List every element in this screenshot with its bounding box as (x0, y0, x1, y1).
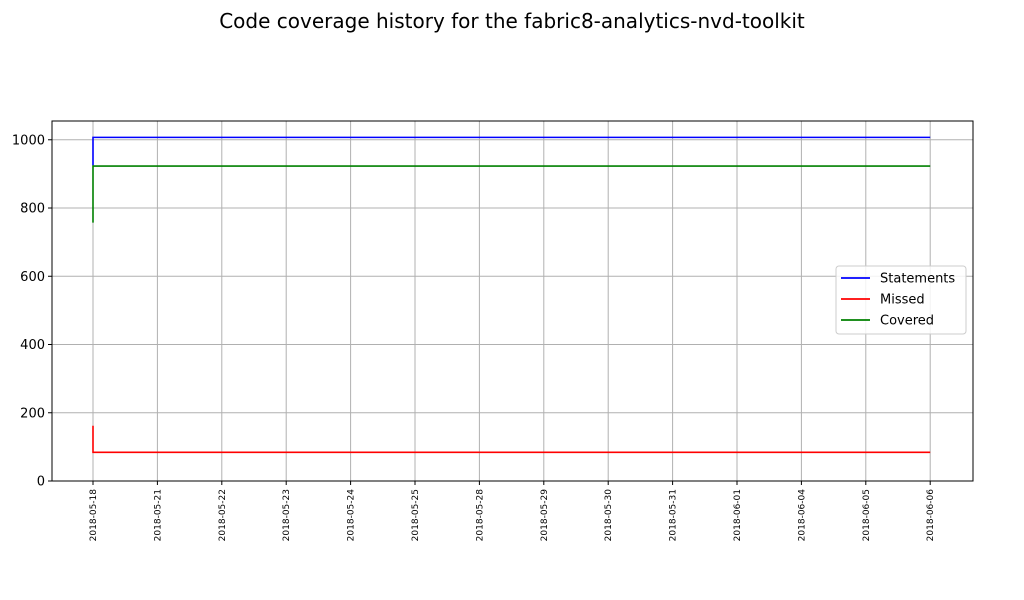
y-tick-label: 800 (20, 202, 45, 217)
y-axis: 0 200 400 600 800 1000 (12, 133, 52, 490)
series-line-missed (92, 425, 931, 454)
y-tick-label: 400 (20, 338, 45, 353)
x-tick-label: 2018-06-04 (797, 489, 807, 542)
x-tick-label: 2018-05-29 (540, 489, 550, 542)
x-tick-label: 2018-05-31 (669, 489, 679, 541)
legend-label-missed: Missed (880, 293, 925, 308)
series-line-covered (92, 165, 931, 223)
legend-label-covered: Covered (880, 314, 934, 329)
x-tick-label: 2018-05-23 (282, 489, 292, 541)
grid-layer (52, 121, 973, 482)
x-axis: 2018-05-18 2018-05-21 2018-05-22 2018-05-23… (89, 481, 936, 541)
series-line-statements (92, 136, 931, 166)
y-tick-label: 200 (20, 406, 45, 421)
x-tick-label: 2018-05-18 (89, 489, 99, 542)
x-tick-label: 2018-05-22 (218, 489, 228, 541)
chart-title: Code coverage history for the fabric8-an… (219, 9, 805, 33)
x-tick-label: 2018-05-28 (475, 489, 485, 542)
x-tick-label: 2018-05-24 (347, 489, 357, 542)
x-tick-label: 2018-06-06 (926, 489, 936, 542)
legend-label-statements: Statements (880, 272, 955, 287)
legend: Statements Missed Covered (835, 265, 967, 335)
legend-box (835, 265, 967, 335)
y-tick-label: 600 (20, 270, 45, 285)
x-tick-label: 2018-06-05 (862, 489, 872, 541)
plot-frame (51, 120, 974, 482)
series-layer (92, 136, 931, 454)
x-tick-label: 2018-05-21 (153, 489, 163, 541)
x-tick-label: 2018-06-01 (733, 489, 743, 541)
x-tick-label: 2018-05-30 (604, 489, 614, 542)
y-tick-label: 0 (37, 475, 45, 490)
x-tick-label: 2018-05-25 (411, 489, 421, 541)
y-tick-label: 1000 (12, 133, 45, 148)
